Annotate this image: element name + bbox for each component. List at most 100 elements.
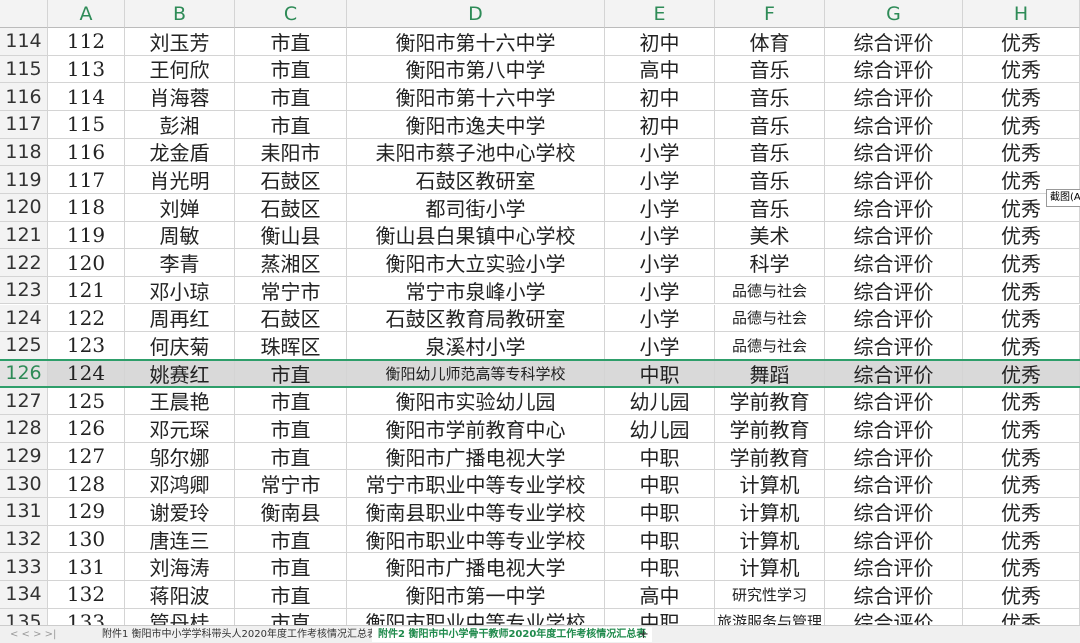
cell: 133 bbox=[48, 608, 125, 625]
cell: 市直 bbox=[235, 55, 347, 84]
cell: 132 bbox=[48, 581, 125, 609]
row-number: 127 bbox=[0, 387, 48, 416]
cell: 何庆菊 bbox=[125, 332, 235, 360]
cell: 综合评价 bbox=[825, 332, 963, 360]
cell: 116 bbox=[48, 138, 125, 167]
cell: 中职 bbox=[605, 608, 715, 625]
cell: 石鼓区 bbox=[235, 166, 347, 194]
cell: 品德与社会 bbox=[715, 332, 825, 360]
cell: 综合评价 bbox=[825, 138, 963, 167]
cell: 131 bbox=[48, 553, 125, 581]
cell: 综合评价 bbox=[825, 387, 963, 416]
cell: 综合评价 bbox=[825, 498, 963, 526]
cell: 衡阳市逸夫中学 bbox=[347, 110, 605, 139]
cell: 123 bbox=[48, 332, 125, 360]
cell: 幼儿园 bbox=[605, 415, 715, 443]
row-number: 135 bbox=[0, 608, 48, 625]
cell: 优秀 bbox=[963, 304, 1080, 333]
cell: 耒阳市蔡子池中心学校 bbox=[347, 138, 605, 167]
cell: 衡阳市实验幼儿园 bbox=[347, 387, 605, 416]
column-header: A bbox=[48, 0, 125, 28]
column-header: B bbox=[125, 0, 235, 28]
cell: 综合评价 bbox=[825, 415, 963, 443]
cell: 优秀 bbox=[963, 387, 1080, 416]
cell: 周敏 bbox=[125, 221, 235, 250]
row-number: 118 bbox=[0, 138, 48, 167]
cell: 学前教育 bbox=[715, 415, 825, 443]
row-number: 128 bbox=[0, 415, 48, 443]
cell: 综合评价 bbox=[825, 193, 963, 222]
cell: 优秀 bbox=[963, 415, 1080, 443]
sheet-tab[interactable]: 附件2 衡阳市中小学骨干教师2020年度工作考核情况汇总表 bbox=[372, 627, 653, 642]
cell: 初中 bbox=[605, 28, 715, 56]
cell: 音乐 bbox=[715, 55, 825, 84]
cell: 市直 bbox=[235, 608, 347, 625]
cell: 综合评价 bbox=[825, 55, 963, 84]
cell: 综合评价 bbox=[825, 276, 963, 305]
cell: 音乐 bbox=[715, 138, 825, 167]
cell: 彭湘 bbox=[125, 110, 235, 139]
cell: 衡山县 bbox=[235, 221, 347, 250]
cell: 中职 bbox=[605, 442, 715, 471]
cell: 122 bbox=[48, 304, 125, 333]
cell: 小学 bbox=[605, 193, 715, 222]
sheet-tab[interactable]: 附件1 衡阳市中小学学科带头人2020年度工作考核情况汇总表 bbox=[102, 629, 377, 640]
tab-nav[interactable]: < < > >| bbox=[10, 629, 57, 640]
cell: 优秀 bbox=[963, 525, 1080, 554]
cell: 优秀 bbox=[963, 276, 1080, 305]
cell: 124 bbox=[48, 359, 125, 388]
cell: 姚赛红 bbox=[125, 359, 235, 388]
cell: 优秀 bbox=[963, 55, 1080, 84]
cell: 衡阳市职业中等专业学校 bbox=[347, 608, 605, 625]
cell: 高中 bbox=[605, 581, 715, 609]
cell: 综合评价 bbox=[825, 608, 963, 625]
cell: 研究性学习 bbox=[715, 581, 825, 609]
cell: 综合评价 bbox=[825, 221, 963, 250]
cell: 石鼓区教研室 bbox=[347, 166, 605, 194]
cell: 常宁市 bbox=[235, 470, 347, 499]
add-sheet[interactable]: + bbox=[638, 627, 649, 642]
cell: 幼儿园 bbox=[605, 387, 715, 416]
cell: 音乐 bbox=[715, 110, 825, 139]
cell: 泉溪村小学 bbox=[347, 332, 605, 360]
cell: 计算机 bbox=[715, 525, 825, 554]
cell: 肖海蓉 bbox=[125, 83, 235, 111]
column-header: E bbox=[605, 0, 715, 28]
cell: 113 bbox=[48, 55, 125, 84]
cell: 优秀 bbox=[963, 498, 1080, 526]
cell: 130 bbox=[48, 525, 125, 554]
cell: 衡山县白果镇中心学校 bbox=[347, 221, 605, 250]
cell: 刘玉芳 bbox=[125, 28, 235, 56]
spreadsheet: A B C D E F G H 114 112 刘玉芳 市直 衡阳市第十六中学 初中 体育 综合评价 优秀 115… bbox=[0, 0, 1080, 625]
cell: 王何欣 bbox=[125, 55, 235, 84]
cell: 品德与社会 bbox=[715, 276, 825, 305]
cell: 王晨艳 bbox=[125, 387, 235, 416]
cell: 管丹桂 bbox=[125, 608, 235, 625]
cell: 市直 bbox=[235, 442, 347, 471]
cell: 综合评价 bbox=[825, 28, 963, 56]
cell: 优秀 bbox=[963, 442, 1080, 471]
cell: 计算机 bbox=[715, 553, 825, 581]
cell: 125 bbox=[48, 387, 125, 416]
cell: 蒸湘区 bbox=[235, 249, 347, 277]
row-number: 129 bbox=[0, 442, 48, 471]
row-number: 123 bbox=[0, 276, 48, 305]
cell: 综合评价 bbox=[825, 442, 963, 471]
row-number: 126 bbox=[0, 359, 48, 388]
sheet-tabs: < < > >| 附件1 衡阳市中小学学科带头人2020年度工作考核情况汇总表 … bbox=[0, 625, 1080, 643]
cell: 市直 bbox=[235, 553, 347, 581]
cell: 初中 bbox=[605, 110, 715, 139]
row-number: 120 bbox=[0, 193, 48, 222]
cell: 衡阳市第八中学 bbox=[347, 55, 605, 84]
cell: 衡阳市第十六中学 bbox=[347, 28, 605, 56]
cell: 127 bbox=[48, 442, 125, 471]
cell: 优秀 bbox=[963, 249, 1080, 277]
cell: 初中 bbox=[605, 83, 715, 111]
row-number: 130 bbox=[0, 470, 48, 499]
cell: 小学 bbox=[605, 138, 715, 167]
cell: 118 bbox=[48, 193, 125, 222]
cell: 石鼓区教育局教研室 bbox=[347, 304, 605, 333]
cell: 优秀 bbox=[963, 110, 1080, 139]
cell: 科学 bbox=[715, 249, 825, 277]
cell: 综合评价 bbox=[825, 359, 963, 388]
